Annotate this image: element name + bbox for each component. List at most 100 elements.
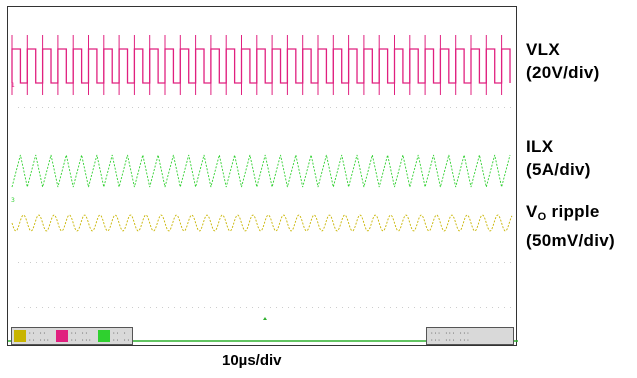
grid-dot [390, 107, 391, 108]
grid-dot [228, 262, 229, 263]
grid-dot [480, 262, 481, 263]
grid-dot [78, 107, 79, 108]
vo-scale: (50mV/div) [526, 231, 615, 250]
grid-dot [270, 107, 271, 108]
grid-dot [384, 107, 385, 108]
grid-dot [72, 262, 73, 263]
grid-dot [276, 307, 277, 308]
grid-dot [312, 307, 313, 308]
grid-dot [462, 262, 463, 263]
grid-dot [270, 307, 271, 308]
grid-dot [96, 107, 97, 108]
grid-dot [42, 107, 43, 108]
grid-dot [66, 107, 67, 108]
grid-dot [372, 262, 373, 263]
grid-dot [324, 262, 325, 263]
grid-dot [372, 107, 373, 108]
grid-dot [222, 107, 223, 108]
grid-dot [342, 307, 343, 308]
grid-dot [366, 307, 367, 308]
grid-dot [174, 307, 175, 308]
grid-dot [498, 107, 499, 108]
grid-dot [366, 107, 367, 108]
grid-dot [198, 262, 199, 263]
grid-dot [336, 107, 337, 108]
grid-dot [78, 307, 79, 308]
grid-dot [60, 307, 61, 308]
grid-dot [210, 307, 211, 308]
grid-dot [396, 262, 397, 263]
grid-dot [72, 107, 73, 108]
timebase-status-box: ··· ··· ··· ··· ··· ··· [426, 327, 514, 345]
grid-dot [30, 262, 31, 263]
grid-dot [426, 107, 427, 108]
grid-dot [402, 107, 403, 108]
grid-dot [234, 262, 235, 263]
grid-dot [492, 307, 493, 308]
grid-dot [54, 262, 55, 263]
grid-dot [450, 262, 451, 263]
grid-dot [408, 262, 409, 263]
channel-chip-c4[interactable] [98, 330, 110, 342]
grid-dot [288, 307, 289, 308]
grid-dot [84, 262, 85, 263]
grid-dots [18, 107, 511, 308]
grid-dot [258, 107, 259, 108]
grid-dot [102, 262, 103, 263]
grid-dot [294, 307, 295, 308]
grid-dot [306, 262, 307, 263]
grid-dot [132, 307, 133, 308]
grid-dot [462, 307, 463, 308]
channel-readout-c4: ·· · ·· ·· [112, 330, 131, 344]
grid-dot [252, 262, 253, 263]
grid-dot [408, 307, 409, 308]
grid-dot [186, 107, 187, 108]
grid-dot [114, 307, 115, 308]
grid-dot [54, 307, 55, 308]
grid-dot [30, 107, 31, 108]
grid-dot [444, 262, 445, 263]
grid-dot [510, 262, 511, 263]
vo-ripple-label: VO ripple (50mV/div) [526, 200, 615, 252]
grid-dot [90, 107, 91, 108]
grid-dot [18, 307, 19, 308]
grid-dot [168, 307, 169, 308]
grid-dot [72, 307, 73, 308]
grid-dot [510, 107, 511, 108]
grid-dot [414, 307, 415, 308]
oscilloscope-screen: 1 3 ·· ·· ·· ··· ·· ·· ·· ··· ·· · ·· ·· ··… [7, 6, 518, 346]
ilx-name: ILX [526, 137, 554, 156]
grid-dot [246, 307, 247, 308]
grid-dot [120, 262, 121, 263]
grid-dot [90, 307, 91, 308]
grid-dot [138, 262, 139, 263]
grid-dot [432, 307, 433, 308]
grid-dot [258, 307, 259, 308]
vo-name: VO ripple [526, 200, 615, 229]
grid-dot [420, 262, 421, 263]
grid-dot [432, 262, 433, 263]
grid-dot [288, 107, 289, 108]
vlx-label: VLX (20V/div) [526, 38, 600, 84]
grid-dot [126, 262, 127, 263]
ground-marker-c1: 1 [11, 82, 15, 89]
vo-name-subscript: O [537, 211, 547, 223]
grid-dot [240, 307, 241, 308]
grid-dot [354, 107, 355, 108]
grid-dot [204, 107, 205, 108]
grid-dot [78, 262, 79, 263]
grid-dot [192, 307, 193, 308]
timebase-readout: ··· ··· ··· ··· ··· ··· [430, 330, 470, 344]
grid-dot [156, 262, 157, 263]
grid-dot [456, 107, 457, 108]
grid-dot [240, 107, 241, 108]
grid-dot [108, 307, 109, 308]
grid-dot [234, 307, 235, 308]
channel-chip-c3[interactable] [56, 330, 68, 342]
grid-dot [246, 107, 247, 108]
grid-dot [348, 107, 349, 108]
grid-dot [474, 107, 475, 108]
channel-chip-c1[interactable] [14, 330, 26, 342]
grid-dot [114, 262, 115, 263]
grid-dot [306, 107, 307, 108]
